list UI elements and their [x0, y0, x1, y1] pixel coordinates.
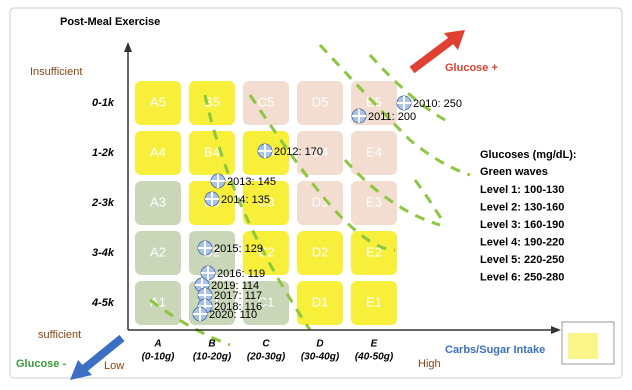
cell-label: E3	[366, 194, 382, 209]
point-label: 2013: 145	[227, 176, 276, 188]
y-low: sufficient	[38, 329, 81, 341]
diagram: A5B5C5D5E5A4B4C4D4E4A3B3C3D3E3A2B2C2D2E2…	[0, 0, 632, 385]
point-label: 2012: 170	[274, 146, 323, 158]
legend-level: Level 1: 100-130	[480, 184, 564, 196]
row-label: 2-3k	[91, 197, 115, 209]
x-title: Carbs/Sugar Intake	[445, 344, 545, 356]
thumbnail	[562, 322, 614, 364]
cell-label: D5	[312, 94, 329, 109]
legend-level: Level 3: 160-190	[480, 219, 564, 231]
point: 2020: 110	[193, 307, 257, 321]
column-letter: E	[371, 339, 378, 350]
row-label: 0-1k	[92, 97, 115, 109]
point: 2015: 129	[198, 241, 263, 255]
cell-label: E1	[366, 294, 382, 309]
column-range: (0-10g)	[142, 352, 175, 363]
point-label: 2010: 250	[413, 98, 462, 110]
cell-label: D2	[312, 244, 329, 259]
cell-label: C5	[258, 94, 275, 109]
cell-label: B4	[204, 144, 220, 159]
column-letter: D	[316, 339, 323, 350]
row-label: 3-4k	[92, 247, 115, 259]
point: 2011: 200	[352, 109, 416, 123]
y-title: Post-Meal Exercise	[60, 16, 160, 28]
cell-label: E4	[366, 144, 382, 159]
glucose-down: Glucose -	[16, 358, 66, 370]
point: 2014: 135	[205, 192, 270, 206]
row-label: 4-5k	[91, 297, 115, 309]
legend-level: Level 6: 250-280	[480, 271, 564, 283]
cell-label: A5	[150, 94, 166, 109]
legend-title: Glucoses (mg/dL):	[480, 149, 577, 161]
cell-label: A4	[150, 144, 166, 159]
point: 2016: 119	[201, 266, 265, 280]
legend-level: Level 4: 190-220	[480, 236, 564, 248]
legend-level: Level 2: 130-160	[480, 201, 564, 213]
point: 2013: 145	[211, 174, 276, 188]
column-letter: B	[208, 339, 215, 350]
column-range: (20-30g)	[247, 352, 286, 363]
column-range: (40-50g)	[355, 352, 394, 363]
column-range: (10-20g)	[193, 352, 232, 363]
column-letter: C	[262, 339, 270, 350]
point-label: 2014: 135	[221, 194, 270, 206]
cell-label: A3	[150, 194, 166, 209]
x-low: Low	[104, 360, 124, 372]
point: 2010: 250	[397, 96, 462, 110]
row-label: 1-2k	[92, 147, 115, 159]
point-label: 2020: 110	[209, 309, 257, 321]
column-range: (30-40g)	[301, 352, 340, 363]
cell-label: A2	[150, 244, 166, 259]
point-label: 2011: 200	[368, 111, 416, 123]
glucose-up: Glucose +	[445, 62, 498, 74]
cell-label: D1	[312, 294, 329, 309]
point-label: 2016: 119	[217, 268, 265, 280]
column-letter: A	[153, 339, 161, 350]
x-high: High	[418, 358, 441, 370]
legend-subtitle: Green waves	[480, 166, 548, 178]
legend-level: Level 5: 220-250	[480, 254, 564, 266]
point-label: 2015: 129	[214, 243, 263, 255]
point: 2012: 170	[258, 144, 323, 158]
y-high: Insufficient	[30, 66, 82, 78]
